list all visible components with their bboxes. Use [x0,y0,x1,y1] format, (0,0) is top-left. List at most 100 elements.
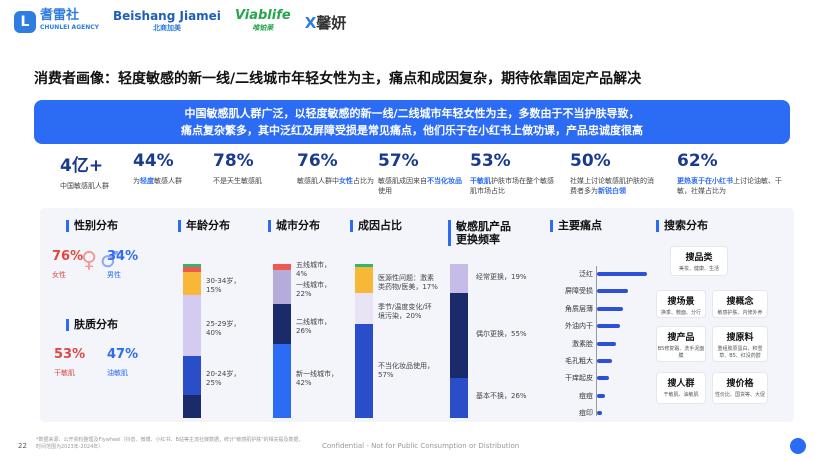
freq-segment-label: 经常更换，19% [476,272,527,281]
chunlei-sub: CHUNLEI AGENCY [40,24,99,31]
xinyan-name: 馨妍 [316,13,347,32]
footer-confidential: Confidential - Not for Public Consumptio… [322,442,520,450]
stat-item: 62% 更热衷于在小红书上讨论油敏、干敏，社媒占比为 [677,151,793,196]
stat-label-em: 新锐白领 [598,187,626,195]
age-segment [183,394,201,418]
freq-title-line-1: 敏感肌产品 [456,220,511,233]
pain-label: 毛孔粗大 [565,357,593,365]
search-title: 搜索分布 [656,220,708,232]
gender-title: 性别分布 [66,220,118,232]
stat-label-pre: 中国敏感肌人群 [60,182,109,190]
stat-value: 76% [297,151,338,171]
summary-banner: 中国敏感肌人群广泛，以轻度敏感的新一线/二线城市年轻女性为主，多数由于不当护肤导… [34,100,790,144]
stat-label: 中国敏感肌人群 [60,181,150,191]
search-card-desc: 换季、敷面、分行 [660,310,701,316]
header-logos: L 耆雷社 CHUNLEI AGENCY Beishang Jiamei 北商加美 … [14,8,347,34]
pain-bar [597,359,612,363]
stat-label: 为轻度敏感人群 [133,176,223,186]
cause-segment-label: 不当化妆品使用，57% [378,361,434,379]
search-card-title: 搜价格 [726,379,754,389]
freq-bar [450,264,468,418]
page-title: 消费者画像：轻度敏感的新一线/二线城市年轻女性为主，痛点和成因复杂，期待依靠固定… [34,71,642,87]
stat-label-em: 轻度 [140,177,154,185]
search-card-title: 搜品类 [685,253,713,263]
pain-bar [597,306,623,311]
freq-segment [450,293,468,378]
cause-title: 成因占比 [350,220,402,232]
viablife-name: Viablife [234,8,291,23]
stat-item: 57% 敏感肌成因来自不当化妆品使用 [378,151,468,196]
stat-label-pre: 敏感肌人群中 [297,177,339,185]
male-pct: 34% [107,249,139,264]
pain-bar [597,411,602,416]
freq-segment-label: 基本不换，26% [476,391,527,400]
stat-item: 44% 为轻度敏感人群 [133,151,223,186]
stat-value: 78% [213,151,254,171]
stat-item: 78% 不是天生敏感肌 [213,151,303,186]
pain-bar [597,341,616,346]
search-card-title: 搜场景 [667,297,695,307]
pain-label: 痘印 [579,409,593,418]
stat-label-post: 使用 [378,187,392,195]
search-card: 搜产品 B5修复霜、洗手泥面膜 [656,326,706,362]
viablife-sub: 唯铂莱 [252,24,274,32]
cause-segment [355,267,373,294]
pain-axis [596,266,597,416]
stat-item: 50% 社媒上讨论敏感肌护肤的消费者多为新锐白领 [570,151,660,196]
stat-value: 57% [378,151,419,171]
search-card: 搜价格 性价比、国货等、大促 [712,372,768,404]
female-label: 女性 [52,271,66,279]
search-card-desc: 美妆、健康、生活 [678,266,719,272]
freq-title-line-2: 更换频率 [456,233,500,246]
search-card-desc: 敏感护肤、内修外养 [717,310,763,316]
cause-segment-label: 医源性问题：激素类药物/医美，17% [378,274,438,292]
stat-item: 76% 敏感肌人群中女性占比为 [297,151,387,186]
pain-label: 激素脸 [572,339,593,348]
pain-bar [597,393,605,398]
pain-label: 外油内干 [565,322,593,331]
pain-bar [597,272,647,276]
age-segment [183,356,201,395]
flywheel-icon [790,438,806,454]
pain-title: 主要痛点 [550,220,602,232]
stat-label-em: 更热衷于在小红书 [677,177,733,185]
page-number: 22 [18,442,27,450]
logo-viablife: Viablife 唯铂莱 [234,8,291,34]
age-segment-label: 30-34岁，15% [206,277,241,295]
stat-label-post: 敏感人群 [154,177,182,185]
city-segment [273,304,291,345]
stat-label: 敏感肌成因来自不当化妆品使用 [378,176,468,196]
pain-label: 角质层薄 [565,304,593,313]
city-segment-label: 一线城市，22% [296,281,331,299]
search-card: 搜人群 干敏肌、油敏肌 [656,372,706,404]
pain-label: 干痒起皮 [565,374,593,383]
city-segment-label: 新一线城市，42% [296,370,338,388]
age-title: 年龄分布 [178,220,230,232]
search-card-desc: 重组胶原蛋白、积雪草、B5、红没药醇 [717,346,763,359]
logo-xinyan: X馨妍 [305,12,347,33]
search-card-title: 搜原料 [726,333,754,343]
footer-source: *数据来源：公开资料整理及Flywheel（抖音、微博、小红书、B站等主流社媒数… [36,437,304,450]
stat-label-pre: 社媒上讨论敏感肌护肤的消费者多为 [570,177,654,195]
oily-label: 油敏肌 [107,369,128,377]
search-card: 搜概念敏感护肤、内修外养 [712,290,768,318]
pain-bar [597,289,628,294]
stat-label: 干敏肌护肤市场在整个敏感肌市场占比 [470,176,560,196]
cause-segment [355,324,373,412]
search-card-title: 搜概念 [726,297,754,307]
search-card: 搜原料重组胶原蛋白、积雪草、B5、红没药醇 [712,326,768,362]
freq-segment-label: 偶尔更换，55% [476,329,527,338]
city-segment-label: 二线城市，26% [296,318,331,336]
stat-item: 4亿+ 中国敏感肌人群 [60,151,150,191]
dry-pct: 53% [54,347,86,362]
pain-bar [597,376,609,381]
city-bar [273,264,291,418]
city-segment-label: 五线城市，4% [296,261,331,279]
stat-label-post: 上讨论油敏、干敏，社媒占比为 [677,177,782,195]
stat-item: 53% 干敏肌护肤市场在整个敏感肌市场占比 [470,151,560,196]
male-icon: ♂ [100,248,120,273]
city-segment [273,264,291,271]
stat-label: 敏感肌人群中女性占比为 [297,176,387,186]
female-icon: ♀ [81,248,98,273]
stat-label-em: 不当化妆品 [427,177,462,185]
